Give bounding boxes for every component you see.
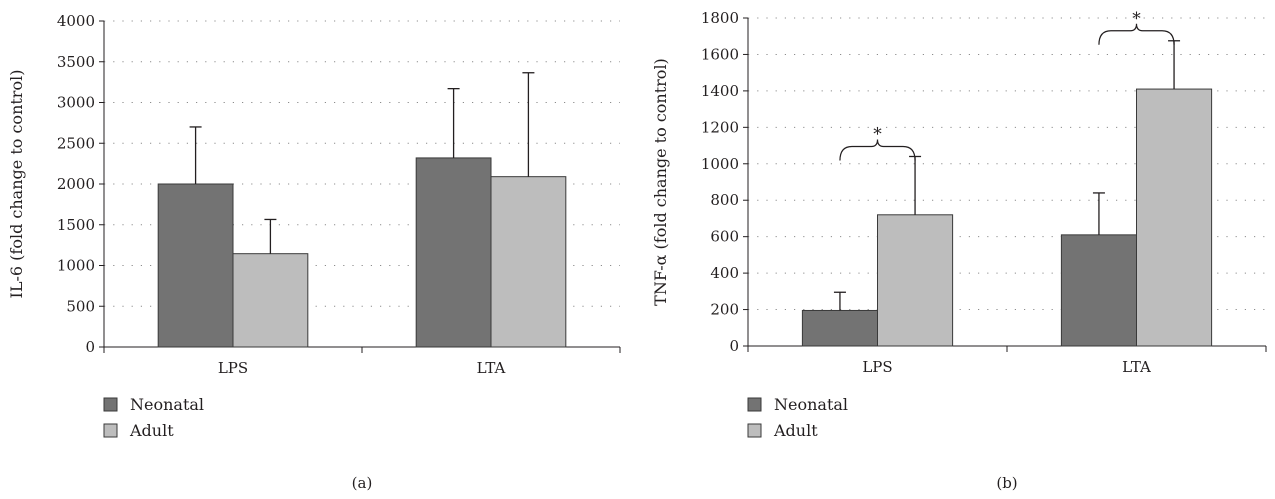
legend-swatch <box>747 397 762 412</box>
y-tick-label: 4000 <box>57 12 95 30</box>
bar <box>801 309 879 347</box>
bar <box>157 183 234 348</box>
y-tick-label: 800 <box>710 191 739 209</box>
legend-label: Adult <box>129 421 174 440</box>
bar <box>490 176 567 348</box>
chart-panel-a: 0 500 1000 1500 2000 2500 3000 3500 4000 IL-6 (fo… <box>7 12 621 492</box>
y-tick-label: 400 <box>710 264 739 282</box>
y-tick-label: 3500 <box>57 53 95 71</box>
chart-panel-b: 0 200 400 600 800 1000 1200 1400 1600 1800 TNF-α (… <box>651 9 1267 492</box>
y-tick-label: 0 <box>729 337 739 355</box>
legend-label: Neonatal <box>774 395 848 414</box>
legend-swatch <box>103 397 118 412</box>
legend-label: Neonatal <box>130 395 204 414</box>
significance-bracket <box>839 139 916 161</box>
y-tick-label: 2000 <box>57 175 95 193</box>
bar <box>232 253 309 348</box>
y-axis-title: TNF-α (fold change to control) <box>651 58 670 306</box>
significance-bracket <box>1098 23 1175 45</box>
y-tick-label: 2500 <box>57 134 95 152</box>
y-tick-label: 1200 <box>701 118 739 136</box>
significance-star: * <box>873 124 882 144</box>
y-tick-label: 1800 <box>701 9 739 27</box>
y-tick-label: 3000 <box>57 94 95 112</box>
y-tick-label: 1400 <box>701 82 739 100</box>
category-label: LPS <box>218 359 248 377</box>
bar <box>1060 234 1138 347</box>
panel-label: (b) <box>996 474 1017 492</box>
bar <box>1136 88 1213 347</box>
y-tick-label: 0 <box>85 338 95 356</box>
legend-swatch <box>103 423 118 438</box>
bar <box>877 214 954 347</box>
y-tick-label: 1500 <box>57 216 95 234</box>
y-tick-label: 500 <box>66 297 95 315</box>
bar <box>415 157 492 348</box>
category-label: LTA <box>1122 358 1151 376</box>
category-label: LPS <box>862 358 892 376</box>
y-tick-label: 1000 <box>701 155 739 173</box>
y-axis-title: IL-6 (fold change to control) <box>7 70 26 299</box>
legend-label: Adult <box>773 421 818 440</box>
y-tick-label: 200 <box>710 301 739 319</box>
y-tick-label: 1000 <box>57 257 95 275</box>
significance-star: * <box>1132 9 1141 29</box>
category-label: LTA <box>477 359 506 377</box>
legend-swatch <box>747 423 762 438</box>
panel-label: (a) <box>352 474 373 492</box>
y-tick-label: 1600 <box>701 45 739 63</box>
y-tick-label: 600 <box>710 228 739 246</box>
